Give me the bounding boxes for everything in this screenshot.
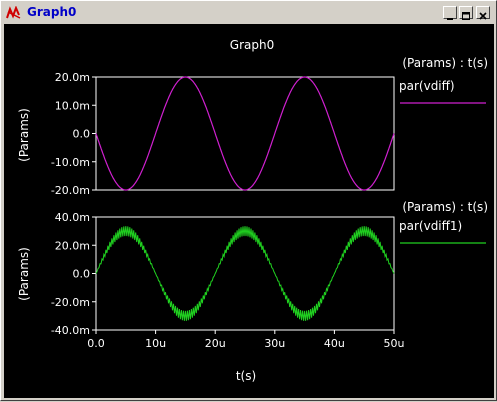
xlabel: t(s) xyxy=(236,369,256,383)
plot-frame-bottom xyxy=(95,216,395,331)
y-tick-label-bottom: 20.0m xyxy=(55,239,90,252)
x-tick-label: 10u xyxy=(145,337,166,350)
series-vdiff xyxy=(95,76,395,191)
plot-top[interactable]: 20.0m 10.0m 0.0 -10.0m -20.0m xyxy=(51,71,395,197)
ylabel-bottom: (Params) xyxy=(17,247,31,301)
x-tick-label: 20u xyxy=(205,337,226,350)
x-axis: 0.0 10u 20u 30u 40u 50u xyxy=(87,330,404,350)
legend-header-top: (Params) : t(s) xyxy=(402,56,488,70)
graph-title: Graph0 xyxy=(230,38,274,52)
graph-svg: Graph0 (Params) : t(s) par(vdiff) (Param… xyxy=(17,38,488,383)
y-tick-label-bottom: 40.0m xyxy=(55,211,90,224)
x-tick-label: 0.0 xyxy=(87,337,105,350)
ylabel-top: (Params) xyxy=(17,108,31,162)
y-tick-label-bottom: 0.0 xyxy=(73,268,91,281)
x-tick-label: 30u xyxy=(264,337,285,350)
maximize-button[interactable] xyxy=(459,6,473,20)
close-icon xyxy=(479,12,487,20)
title-bar[interactable]: Graph0 xyxy=(3,3,494,23)
series-vdiff1 xyxy=(95,226,395,321)
window-title: Graph0 xyxy=(27,5,77,19)
close-button[interactable] xyxy=(476,6,490,20)
waveform-icon xyxy=(6,6,21,19)
y-tick-label-bottom: -20.0m xyxy=(51,296,90,309)
maximize-icon xyxy=(462,12,470,20)
y-tick-label-bottom: -40.0m xyxy=(51,324,90,337)
minimize-icon xyxy=(447,18,453,20)
y-tick-label-top: -10.0m xyxy=(51,156,90,169)
legend-label-vdiff: par(vdiff) xyxy=(399,79,455,93)
legend-header-bottom: (Params) : t(s) xyxy=(402,200,488,214)
x-tick-label: 50u xyxy=(384,337,405,350)
y-tick-label-top: 20.0m xyxy=(55,71,90,84)
y-tick-label-top: 0.0 xyxy=(73,128,91,141)
minimize-button[interactable] xyxy=(443,6,457,20)
legend-label-vdiff1: par(vdiff1) xyxy=(399,219,462,233)
graph-canvas[interactable]: Graph0 (Params) : t(s) par(vdiff) (Param… xyxy=(4,24,494,398)
y-tick-label-top: -20.0m xyxy=(51,184,90,197)
x-tick-label: 40u xyxy=(324,337,345,350)
y-tick-label-top: 10.0m xyxy=(55,99,90,112)
plot-bottom[interactable]: 40.0m 20.0m 0.0 -20.0m -40.0m xyxy=(51,211,395,337)
